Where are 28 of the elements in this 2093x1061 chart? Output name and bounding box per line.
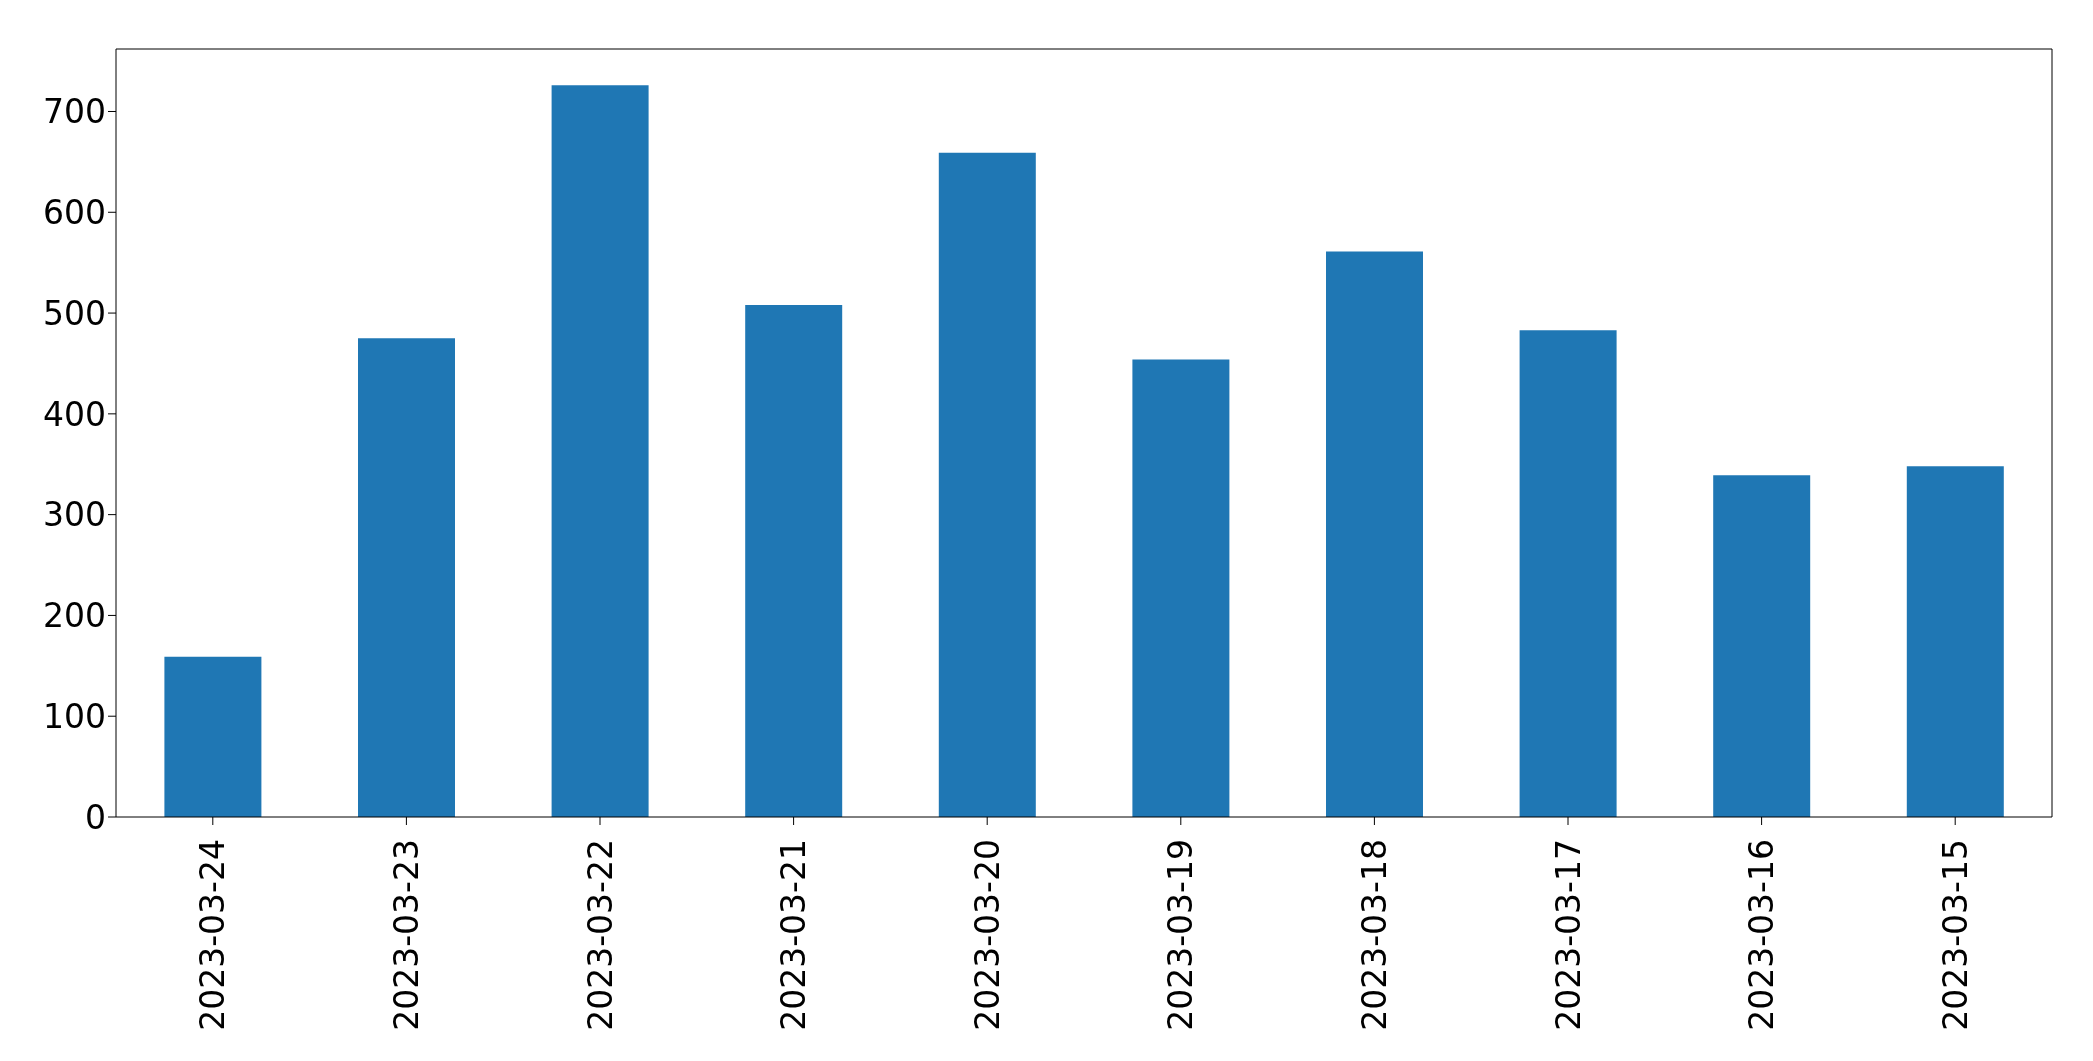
x-tick-label: 2023-03-15 xyxy=(1935,839,1975,1031)
bar xyxy=(1713,475,1811,817)
bar xyxy=(1326,251,1423,817)
bar xyxy=(1132,359,1230,817)
y-tick-label: 0 xyxy=(85,797,106,837)
x-tick-label: 2023-03-24 xyxy=(193,839,233,1031)
x-tick-label: 2023-03-23 xyxy=(386,839,426,1031)
bar xyxy=(164,656,262,817)
bar xyxy=(1906,466,2004,817)
x-tick-label: 2023-03-18 xyxy=(1354,839,1394,1031)
bar xyxy=(745,305,843,817)
y-tick-label: 500 xyxy=(43,293,106,333)
x-tick-label: 2023-03-22 xyxy=(580,839,620,1031)
x-tick-label: 2023-03-21 xyxy=(774,839,814,1031)
y-tick-label: 400 xyxy=(43,394,106,434)
y-tick-label: 200 xyxy=(43,596,106,636)
y-tick-label: 600 xyxy=(43,192,106,232)
bar xyxy=(1519,330,1617,817)
x-tick-label: 2023-03-20 xyxy=(967,839,1007,1031)
y-tick-label: 300 xyxy=(43,495,106,535)
x-tick-label: 2023-03-17 xyxy=(1548,839,1588,1031)
bar xyxy=(358,338,455,817)
bar xyxy=(551,85,649,817)
y-tick-label: 100 xyxy=(43,696,106,736)
x-tick-label: 2023-03-19 xyxy=(1161,839,1201,1031)
x-tick-label: 2023-03-16 xyxy=(1742,839,1782,1031)
bar xyxy=(938,152,1036,817)
y-tick-label: 700 xyxy=(43,92,106,132)
